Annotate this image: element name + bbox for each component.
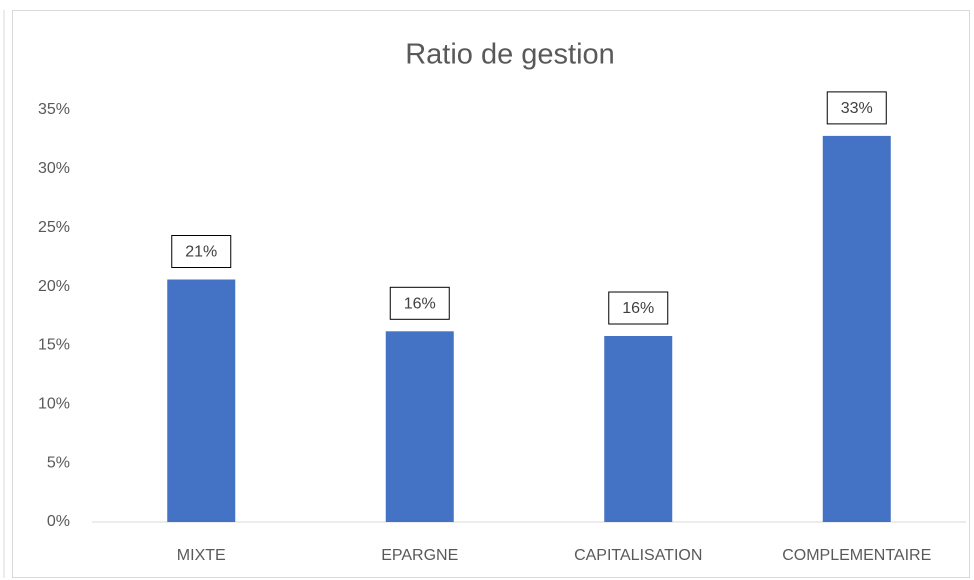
y-tick-label: 0% <box>47 513 70 530</box>
y-tick-label: 25% <box>38 219 70 236</box>
data-label-box <box>389 286 450 320</box>
bar <box>822 135 891 522</box>
y-tick-label: 35% <box>38 101 70 118</box>
data-label: 33% <box>841 100 873 117</box>
data-label: 16% <box>622 300 654 317</box>
data-label: 16% <box>404 296 436 313</box>
chart-title: Ratio de gestion <box>405 39 615 71</box>
data-label: 21% <box>185 244 217 261</box>
bar <box>604 336 673 522</box>
y-tick-label: 15% <box>38 337 70 354</box>
x-tick-label: COMPLEMENTAIRE <box>782 547 931 564</box>
y-tick-label: 10% <box>38 396 70 413</box>
bar <box>167 279 236 522</box>
data-label-box <box>171 235 232 269</box>
y-tick-label: 20% <box>38 278 70 295</box>
data-label-box <box>826 91 887 125</box>
x-tick-label: CAPITALISATION <box>574 547 702 564</box>
data-label-box <box>608 291 669 325</box>
bar <box>385 331 454 522</box>
x-tick-label: EPARGNE <box>381 547 458 564</box>
y-tick-label: 5% <box>47 454 70 471</box>
y-tick-label: 30% <box>38 160 70 177</box>
x-tick-label: MIXTE <box>177 547 226 564</box>
